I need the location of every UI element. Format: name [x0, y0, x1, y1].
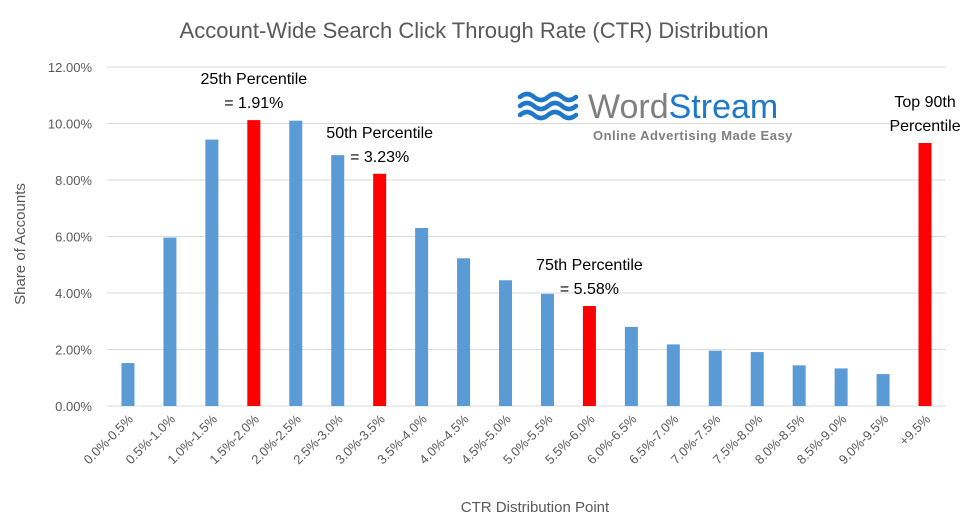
- annotations: 25th Percentile = 1.91% 50th Percentile = 3…: [200, 71, 960, 298]
- annotation-line1: Top 90th: [894, 94, 955, 111]
- bar: [708, 350, 722, 406]
- logo-word: Word: [588, 88, 669, 126]
- bar: [457, 258, 471, 406]
- bar: [876, 374, 890, 406]
- bar: [499, 280, 513, 406]
- y-tick-label: 2.00%: [55, 343, 92, 358]
- bar: [121, 363, 135, 406]
- bar: [834, 368, 848, 406]
- y-tick-label: 6.00%: [55, 230, 92, 245]
- annotation-line2: = 5.58%: [560, 281, 619, 298]
- annotation-line2: Percentile: [889, 118, 960, 135]
- wave-icon: [517, 91, 579, 121]
- bar: [331, 155, 345, 406]
- gridlines: [107, 66, 946, 407]
- logo-text: WordStream: [588, 88, 778, 126]
- y-axis-label: Share of Accounts: [12, 183, 29, 305]
- y-tick-label: 12.00%: [48, 60, 93, 75]
- bar: [624, 326, 638, 406]
- annotation-line2: = 3.23%: [350, 149, 409, 166]
- annotation-line1: 75th Percentile: [536, 257, 643, 274]
- bar-highlighted: [918, 142, 932, 406]
- annotation-line1: 25th Percentile: [200, 71, 307, 88]
- logo-tagline: Online Advertising Made Easy: [593, 128, 793, 143]
- annotation-line1: 50th Percentile: [326, 125, 433, 142]
- bars: [121, 120, 932, 407]
- x-axis-ticks: 0.0%-0.5%0.5%-1.0%1.0%-1.5%1.5%-2.0%2.0%…: [81, 411, 934, 467]
- bar: [792, 365, 806, 406]
- bar: [205, 139, 219, 407]
- bar: [666, 344, 680, 406]
- y-tick-label: 0.00%: [55, 399, 92, 414]
- x-tick-label: +9.5%: [896, 411, 933, 448]
- x-axis-label: CTR Distribution Point: [461, 499, 610, 516]
- y-tick-label: 8.00%: [55, 173, 92, 188]
- bar: [289, 120, 303, 407]
- logo-stream: Stream: [669, 88, 779, 126]
- bar-highlighted: [247, 120, 261, 407]
- wordstream-logo: WordStream Online Advertising Made Easy: [517, 88, 793, 143]
- annotation-line2: = 1.91%: [224, 95, 283, 112]
- y-tick-label: 4.00%: [55, 286, 92, 301]
- chart-title: Account-Wide Search Click Through Rate (…: [180, 18, 769, 43]
- bar: [415, 228, 429, 406]
- bar-highlighted: [373, 173, 387, 406]
- bar: [163, 237, 177, 406]
- y-axis-ticks: 0.00% 2.00% 4.00% 6.00% 8.00% 10.00% 12.00%: [48, 60, 93, 414]
- y-tick-label: 10.00%: [48, 117, 93, 132]
- bar: [540, 293, 554, 406]
- bar-highlighted: [582, 305, 596, 406]
- bar: [750, 352, 764, 406]
